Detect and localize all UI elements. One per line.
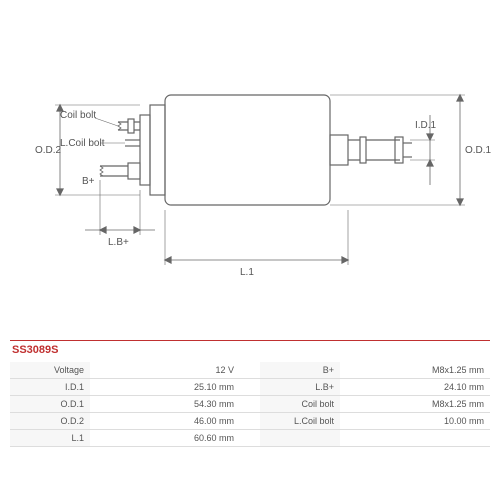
spec-value: 12 V bbox=[90, 362, 240, 379]
spec-label: L.Coil bolt bbox=[260, 413, 340, 430]
spec-table: Voltage12 V B+M8x1.25 mm I.D.125.10 mm L.B+… bbox=[10, 362, 490, 447]
spec-row: L.160.60 mm bbox=[10, 430, 490, 447]
spec-value: M8x1.25 mm bbox=[340, 362, 490, 379]
lbplus-label: L.B+ bbox=[108, 237, 129, 248]
spec-label bbox=[260, 430, 340, 447]
spec-value bbox=[340, 430, 490, 447]
technical-drawing: O.D.2 O.D.1 I.D.1 L.1 L.B+ Coil bolt L.C… bbox=[0, 0, 500, 330]
bplus-label: B+ bbox=[82, 176, 95, 187]
od1-label: O.D.1 bbox=[465, 145, 492, 156]
spec-label: L.B+ bbox=[260, 379, 340, 396]
spec-row: I.D.125.10 mm L.B+24.10 mm bbox=[10, 379, 490, 396]
spec-value: 10.00 mm bbox=[340, 413, 490, 430]
spec-row: O.D.154.30 mm Coil boltM8x1.25 mm bbox=[10, 396, 490, 413]
id1-label: I.D.1 bbox=[415, 120, 437, 131]
spec-row: Voltage12 V B+M8x1.25 mm bbox=[10, 362, 490, 379]
spec-label: Coil bolt bbox=[260, 396, 340, 413]
spec-section: SS3089S Voltage12 VB+M8x1.25 mmI.D.125.1… bbox=[10, 340, 490, 447]
spec-value: 54.30 mm bbox=[90, 396, 240, 413]
spec-label: O.D.2 bbox=[10, 413, 90, 430]
spec-value: 46.00 mm bbox=[90, 413, 240, 430]
spec-label: L.1 bbox=[10, 430, 90, 447]
spec-row: O.D.246.00 mm L.Coil bolt10.00 mm bbox=[10, 413, 490, 430]
coilbolt-label: Coil bolt bbox=[60, 110, 96, 121]
spec-value: 25.10 mm bbox=[90, 379, 240, 396]
l1-label: L.1 bbox=[240, 267, 254, 278]
lcoilbolt-label: L.Coil bolt bbox=[60, 138, 105, 149]
spec-label: O.D.1 bbox=[10, 396, 90, 413]
spec-value: M8x1.25 mm bbox=[340, 396, 490, 413]
spec-value: 24.10 mm bbox=[340, 379, 490, 396]
od2-label: O.D.2 bbox=[35, 145, 62, 156]
part-number: SS3089S bbox=[10, 340, 490, 362]
spec-value: 60.60 mm bbox=[90, 430, 240, 447]
spec-label: I.D.1 bbox=[10, 379, 90, 396]
spec-label: B+ bbox=[260, 362, 340, 379]
spec-label: Voltage bbox=[10, 362, 90, 379]
